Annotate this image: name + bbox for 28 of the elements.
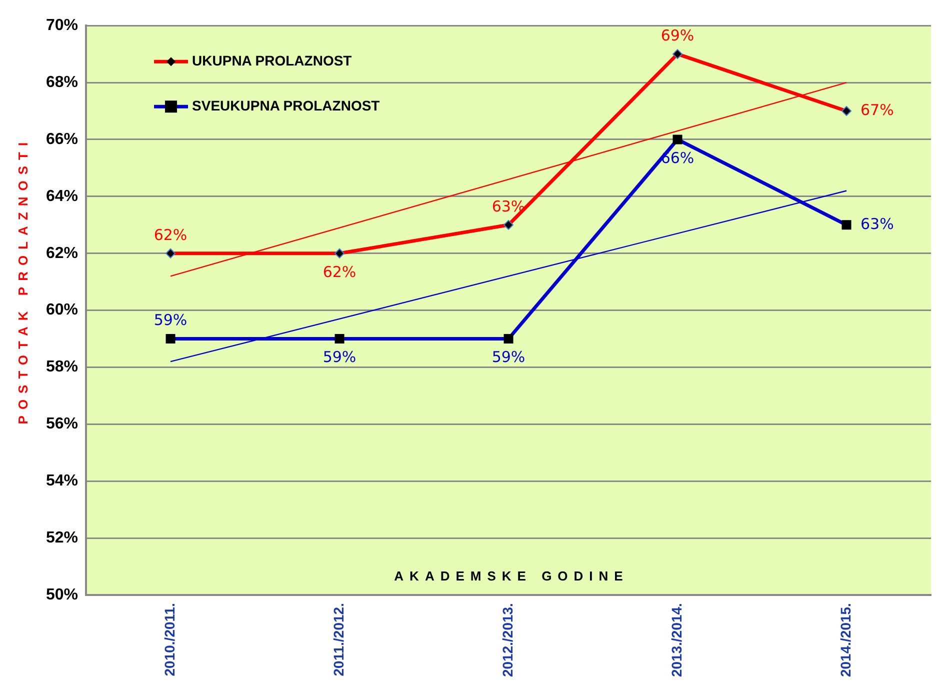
y-tick-label: 68%: [46, 74, 78, 91]
y-tick-label: 52%: [46, 530, 78, 547]
legend-label: UKUPNA PROLAZNOST: [192, 52, 352, 68]
data-label: 62%: [322, 262, 356, 281]
data-label: 62%: [154, 226, 188, 244]
data-label: 59%: [154, 311, 188, 330]
y-axis-title: POSTOTAK PROLAZNOSTI: [16, 136, 31, 424]
y-tick-label: 64%: [46, 188, 78, 205]
x-tick-label: 2014./2015.: [837, 603, 854, 678]
x-tick-label: 2010./2011.: [161, 603, 178, 676]
x-tick-label: 2012./2013.: [499, 603, 516, 678]
y-tick-label: 60%: [46, 302, 78, 319]
x-tick-label: 2011./2012.: [330, 603, 346, 676]
y-tick-label: 62%: [46, 244, 78, 262]
y-tick-label: 54%: [46, 472, 78, 490]
y-tick-label: 70%: [46, 17, 78, 34]
y-tick-label: 50%: [46, 586, 78, 604]
data-label: 59%: [492, 348, 526, 366]
y-tick-label: 66%: [46, 130, 78, 148]
data-label: 67%: [860, 100, 894, 119]
x-tick-label: 2013./2014.: [668, 603, 684, 678]
data-label: 63%: [860, 214, 894, 233]
x-axis-title: AKADEMSKE GODINE: [394, 568, 629, 584]
y-tick-label: 58%: [46, 358, 78, 376]
data-label: 59%: [322, 348, 356, 366]
y-tick-label: 56%: [46, 416, 78, 433]
data-label: 69%: [660, 26, 694, 44]
legend-label: SVEUKUPNA PROLAZNOST: [192, 97, 380, 114]
